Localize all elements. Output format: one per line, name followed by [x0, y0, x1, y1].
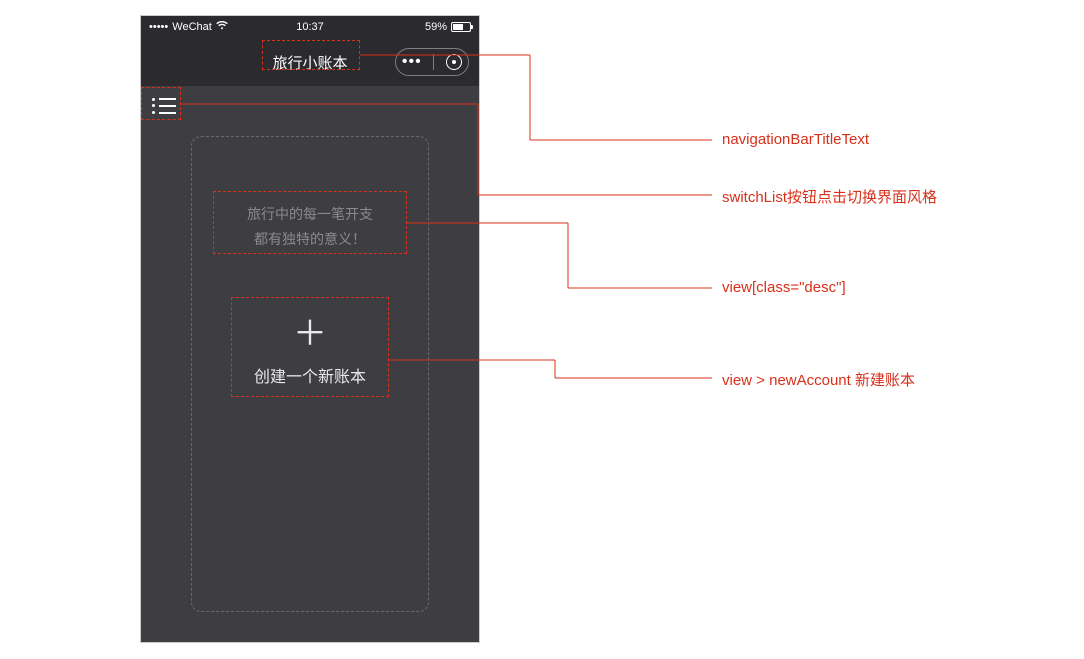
desc-line2: 都有独特的意义！	[222, 227, 398, 252]
new-account-label: 创建一个新账本	[235, 363, 385, 387]
status-right: 59%	[425, 21, 471, 33]
desc-view: 旅行中的每一笔开支 都有独特的意义！	[222, 202, 398, 252]
nav-title: 旅行小账本	[272, 52, 347, 73]
desc-line1: 旅行中的每一笔开支	[222, 202, 398, 227]
page-body: 旅行中的每一笔开支 都有独特的意义！ ＋ 创建一个新账本	[141, 86, 479, 642]
new-account-button[interactable]: ＋ 创建一个新账本	[235, 317, 385, 387]
anno-label-new: view > newAccount 新建账本	[722, 369, 915, 390]
navigation-bar: 旅行小账本 •••	[141, 38, 479, 86]
anno-label-title: navigationBarTitleText	[722, 131, 869, 148]
phone-frame: ••••• WeChat 10:37 59% 旅行小账本 ••• 旅行中的每一	[140, 15, 480, 643]
plus-icon: ＋	[235, 317, 385, 351]
status-time: 10:37	[296, 21, 324, 33]
carrier-label: WeChat	[172, 21, 212, 33]
wifi-icon	[216, 21, 228, 33]
switch-list-button[interactable]	[149, 94, 179, 118]
battery-pct: 59%	[425, 21, 447, 33]
capsule-separator	[433, 54, 434, 70]
battery-icon	[451, 22, 471, 32]
close-icon[interactable]	[446, 54, 462, 70]
anno-label-desc: view[class="desc"]	[722, 279, 846, 296]
status-bar: ••••• WeChat 10:37 59%	[141, 16, 479, 38]
more-icon[interactable]: •••	[402, 54, 422, 70]
status-left: ••••• WeChat	[149, 21, 228, 33]
signal-dots: •••••	[149, 21, 168, 33]
anno-label-switch: switchList按钮点击切换界面风格	[722, 186, 937, 207]
mini-program-capsule[interactable]: •••	[395, 48, 469, 76]
empty-card: 旅行中的每一笔开支 都有独特的意义！ ＋ 创建一个新账本	[191, 136, 429, 612]
